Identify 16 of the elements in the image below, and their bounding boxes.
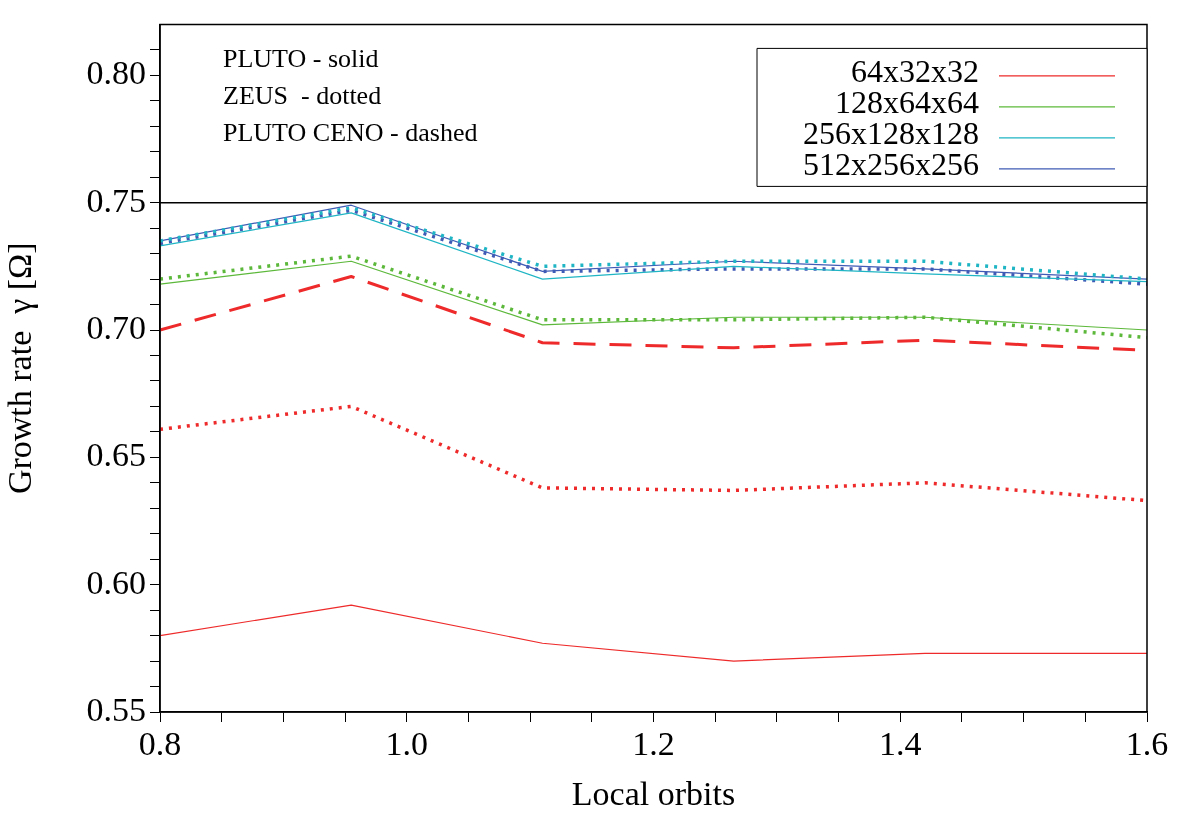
y-tick-label: 0.75 xyxy=(86,181,146,219)
x-tick-label: 1.6 xyxy=(1125,725,1169,763)
y-tick-label: 0.80 xyxy=(86,54,146,92)
annotation: PLUTO CENO - dashed xyxy=(223,118,478,148)
y-axis-title: Growth rate γ [Ω] xyxy=(1,242,39,495)
y-tick-label: 0.60 xyxy=(86,563,146,601)
y-tick-label: 0.70 xyxy=(86,308,146,346)
x-axis-title: Local orbits xyxy=(571,774,736,812)
y-tick-label: 0.65 xyxy=(86,436,146,474)
annotation: PLUTO - solid xyxy=(223,44,379,74)
y-tick-label: 0.55 xyxy=(86,690,146,728)
annotation: ZEUS - dotted xyxy=(223,81,382,111)
x-tick-label: 1.2 xyxy=(632,725,675,763)
x-tick-label: 0.8 xyxy=(138,725,182,763)
x-tick-label: 1.0 xyxy=(385,725,428,763)
x-tick-label: 1.4 xyxy=(879,725,922,763)
